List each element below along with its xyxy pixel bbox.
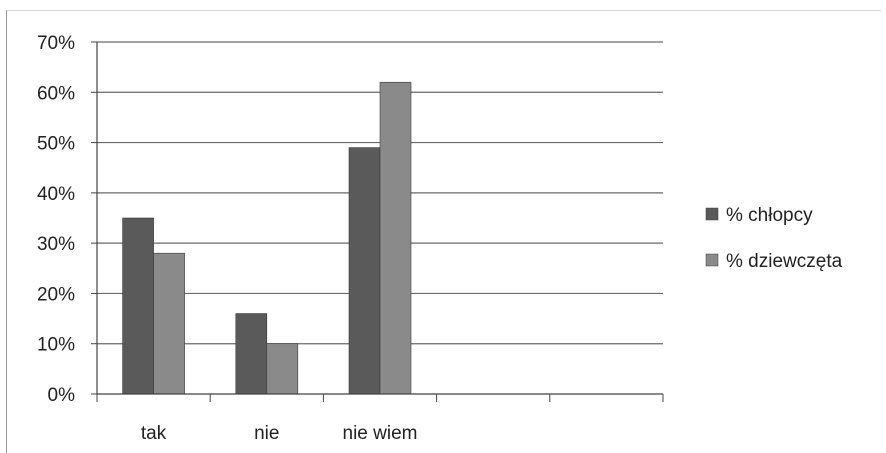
bar-series-1	[122, 217, 154, 395]
x-tick-label: nie	[254, 423, 279, 444]
y-tick-label: 70%	[37, 33, 75, 54]
legend-label: % chłopcy	[726, 205, 813, 226]
y-tick-label: 60%	[37, 83, 75, 104]
bars	[122, 81, 412, 395]
x-tick-label: nie wiem	[343, 423, 418, 444]
y-tick-label: 0%	[48, 385, 76, 406]
bar-series-2	[379, 81, 412, 395]
y-tick-label: 10%	[37, 335, 75, 356]
x-tick-labels: tak nie nie wiem	[141, 423, 418, 444]
x-tick-label: tak	[141, 423, 167, 444]
bar-series-1	[235, 313, 268, 395]
bar-series-2	[153, 252, 185, 395]
y-tick-label: 20%	[37, 284, 75, 305]
bar-series-1	[348, 147, 381, 395]
bar-series-2	[266, 343, 299, 395]
y-tick-label: 50%	[37, 134, 75, 155]
axes	[91, 41, 664, 402]
legend-swatch	[705, 253, 719, 267]
legend-label: % dziewczęta	[726, 251, 843, 272]
legend-swatch	[705, 207, 719, 221]
legend: % chłopcy % dziewczęta	[705, 205, 843, 272]
y-tick-label: 40%	[37, 184, 75, 205]
y-tick-label: 30%	[37, 234, 75, 255]
chart-frame	[6, 10, 881, 453]
y-tick-labels: 0% 10% 20% 30% 40% 50% 60% 70%	[37, 33, 75, 406]
